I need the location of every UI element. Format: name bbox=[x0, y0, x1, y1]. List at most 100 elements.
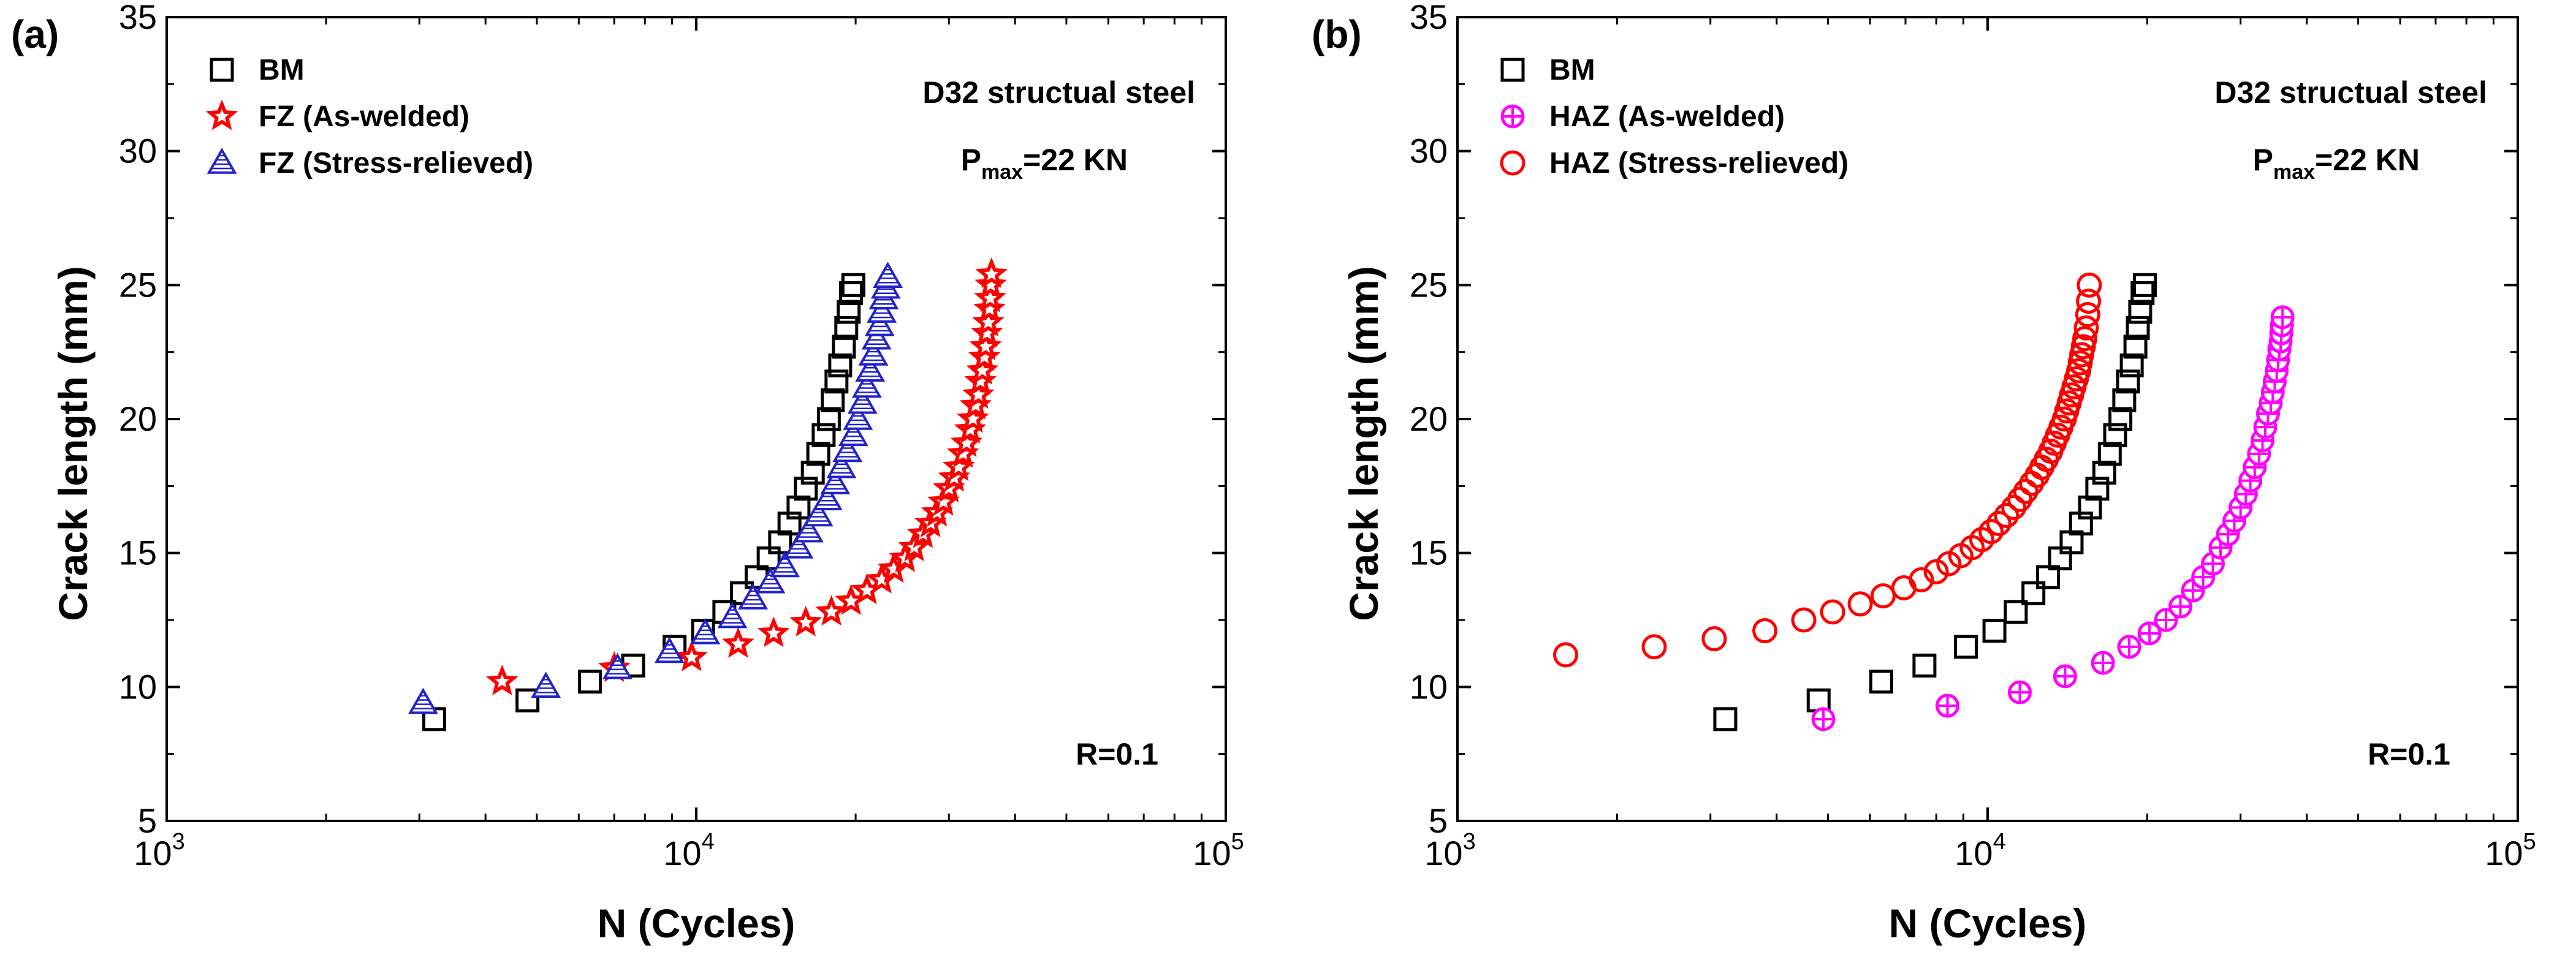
x-axis-title: N (Cycles) bbox=[1889, 901, 2087, 946]
data-point bbox=[2116, 369, 2140, 394]
data-point bbox=[811, 423, 836, 447]
plot-frame bbox=[165, 16, 1227, 822]
series-2 bbox=[408, 262, 903, 714]
data-point bbox=[2112, 388, 2137, 412]
data-point bbox=[1869, 670, 1893, 694]
legend-marker bbox=[1500, 150, 1525, 176]
x-tick-exp: 5 bbox=[1231, 829, 1244, 855]
y-tick-label: 35 bbox=[1410, 0, 1448, 36]
data-point bbox=[2126, 316, 2150, 340]
series-2 bbox=[1553, 272, 2102, 668]
data-point bbox=[2085, 477, 2110, 501]
legend-entry: HAZ (Stress-relieved) bbox=[1549, 147, 1848, 180]
pmax-annotation: Pmax=22 KN bbox=[2253, 143, 2420, 184]
data-point bbox=[1641, 634, 1667, 660]
x-tick-exp: 4 bbox=[702, 829, 715, 855]
pmax-value: =22 KN bbox=[1023, 143, 1128, 177]
data-point bbox=[1986, 511, 2012, 537]
data-point bbox=[832, 334, 856, 359]
data-point bbox=[824, 369, 849, 394]
data-point bbox=[843, 403, 873, 430]
data-point bbox=[1982, 618, 2007, 643]
data-point bbox=[794, 477, 818, 501]
legend-entry: HAZ (As-welded) bbox=[1549, 100, 1785, 133]
data-point bbox=[971, 316, 1003, 347]
x-tick-label: 105 bbox=[2485, 829, 2536, 872]
data-point bbox=[2076, 272, 2102, 298]
data-point bbox=[2078, 495, 2102, 520]
pmax-main: P bbox=[961, 143, 981, 177]
data-point bbox=[975, 268, 1007, 299]
data-point bbox=[962, 377, 995, 409]
data-point bbox=[738, 583, 769, 610]
data-point bbox=[800, 460, 825, 485]
data-point bbox=[602, 652, 633, 679]
x-tick-label: 103 bbox=[1424, 829, 1475, 872]
y-tick-label: 20 bbox=[119, 399, 157, 438]
pmax-value: =22 KN bbox=[2315, 143, 2420, 177]
data-point bbox=[755, 567, 786, 594]
legend-entry: FZ (Stress-relieved) bbox=[259, 147, 533, 180]
data-point bbox=[2097, 442, 2122, 466]
data-point bbox=[408, 687, 438, 714]
y-tick-label: 30 bbox=[1410, 132, 1448, 170]
material-annotation: D32 structual steel bbox=[2214, 75, 2487, 110]
data-point bbox=[485, 664, 519, 695]
data-point bbox=[2073, 315, 2099, 341]
data-point bbox=[2119, 353, 2144, 378]
data-point bbox=[975, 257, 1008, 289]
data-point bbox=[861, 323, 892, 350]
data-point bbox=[515, 688, 540, 712]
data-point bbox=[839, 281, 864, 305]
data-point bbox=[966, 353, 999, 385]
data-point bbox=[2008, 680, 2032, 705]
data-point bbox=[1820, 599, 1845, 625]
data-point bbox=[959, 388, 992, 420]
data-point bbox=[873, 262, 903, 288]
data-point bbox=[2103, 423, 2127, 447]
legend-marker bbox=[207, 147, 237, 174]
data-point bbox=[954, 412, 987, 444]
data-point bbox=[834, 316, 859, 340]
panel-label: (a) bbox=[11, 12, 59, 56]
data-point bbox=[2091, 651, 2115, 675]
data-point bbox=[1811, 707, 1836, 731]
x-tick-label: 104 bbox=[663, 829, 714, 872]
y-tick-label: 15 bbox=[1410, 534, 1448, 572]
series-0 bbox=[422, 273, 865, 731]
data-point bbox=[973, 292, 1006, 323]
data-point bbox=[2201, 551, 2225, 576]
data-point bbox=[969, 330, 1002, 361]
data-point bbox=[2123, 334, 2148, 359]
data-point bbox=[2004, 600, 2028, 624]
legend-entry: FZ (As-welded) bbox=[259, 100, 469, 133]
data-point bbox=[847, 387, 878, 414]
plot-frame bbox=[1456, 16, 2519, 822]
data-point bbox=[2154, 608, 2178, 632]
data-point bbox=[2128, 300, 2152, 324]
x-tick-base: 10 bbox=[134, 834, 172, 872]
x-tick-base: 10 bbox=[663, 834, 701, 872]
y-tick-label: 5 bbox=[138, 801, 157, 840]
data-point bbox=[2137, 621, 2162, 646]
y-tick-label: 25 bbox=[119, 265, 157, 304]
y-tick-label: 5 bbox=[1429, 801, 1448, 840]
data-point bbox=[858, 339, 889, 366]
data-point bbox=[1923, 559, 1949, 584]
data-point bbox=[2075, 301, 2100, 327]
data-point bbox=[1752, 618, 1778, 643]
pmax-sub: max bbox=[2273, 161, 2315, 184]
x-tick-label: 104 bbox=[1955, 829, 2005, 872]
x-tick-exp: 3 bbox=[172, 829, 185, 855]
legend: BM FZ (As-welded) FZ (Stress-relieved) bbox=[205, 54, 533, 180]
data-point bbox=[1909, 567, 1934, 592]
data-point bbox=[1954, 635, 1978, 659]
data-point bbox=[851, 371, 882, 398]
data-point bbox=[806, 442, 830, 466]
data-point bbox=[968, 340, 1001, 371]
data-point bbox=[690, 618, 721, 644]
material-annotation: D32 structual steel bbox=[922, 75, 1195, 110]
data-point bbox=[1791, 607, 1817, 633]
x-axis-title: N (Cycles) bbox=[598, 901, 796, 946]
